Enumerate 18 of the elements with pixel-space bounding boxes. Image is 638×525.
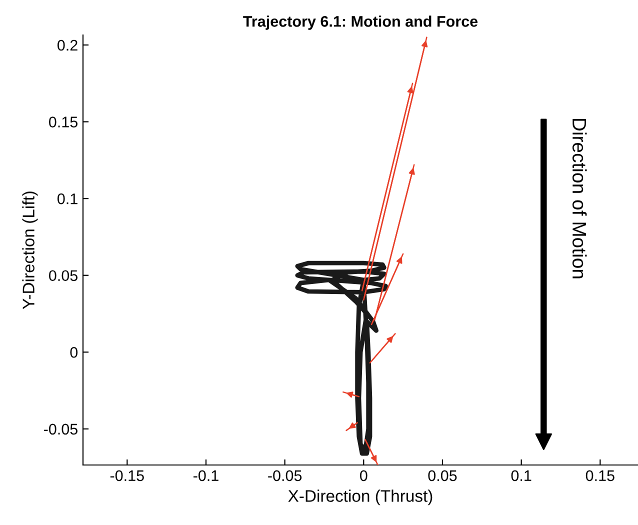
x-axis-title: X-Direction (Thrust) [288, 490, 432, 506]
y-tick-label: 0.1 [58, 193, 78, 204]
x-tick-label: 0 [360, 470, 368, 482]
x-tick-label: -0.1 [194, 470, 218, 482]
x-tick-label: 0.1 [511, 470, 532, 482]
y-tick-label: -0.05 [44, 424, 78, 435]
x-tick-label: 0.15 [586, 470, 614, 482]
x-tick-label: -0.15 [110, 470, 144, 482]
x-tick-label: 0.05 [428, 470, 457, 482]
chart-title: Trajectory 6.1: Motion and Force [243, 16, 478, 30]
y-tick-label: 0.15 [49, 116, 78, 128]
line-series [295, 260, 388, 456]
y-tick-label: 0.2 [58, 40, 78, 51]
y-tick-label: 0 [70, 346, 78, 358]
annotation: Direction of Motion [572, 118, 587, 278]
x-tick-label: -0.05 [268, 470, 302, 482]
y-axis-title: Y-Direction (Lift) [22, 192, 38, 310]
y-tick-label: 0.05 [49, 270, 78, 282]
